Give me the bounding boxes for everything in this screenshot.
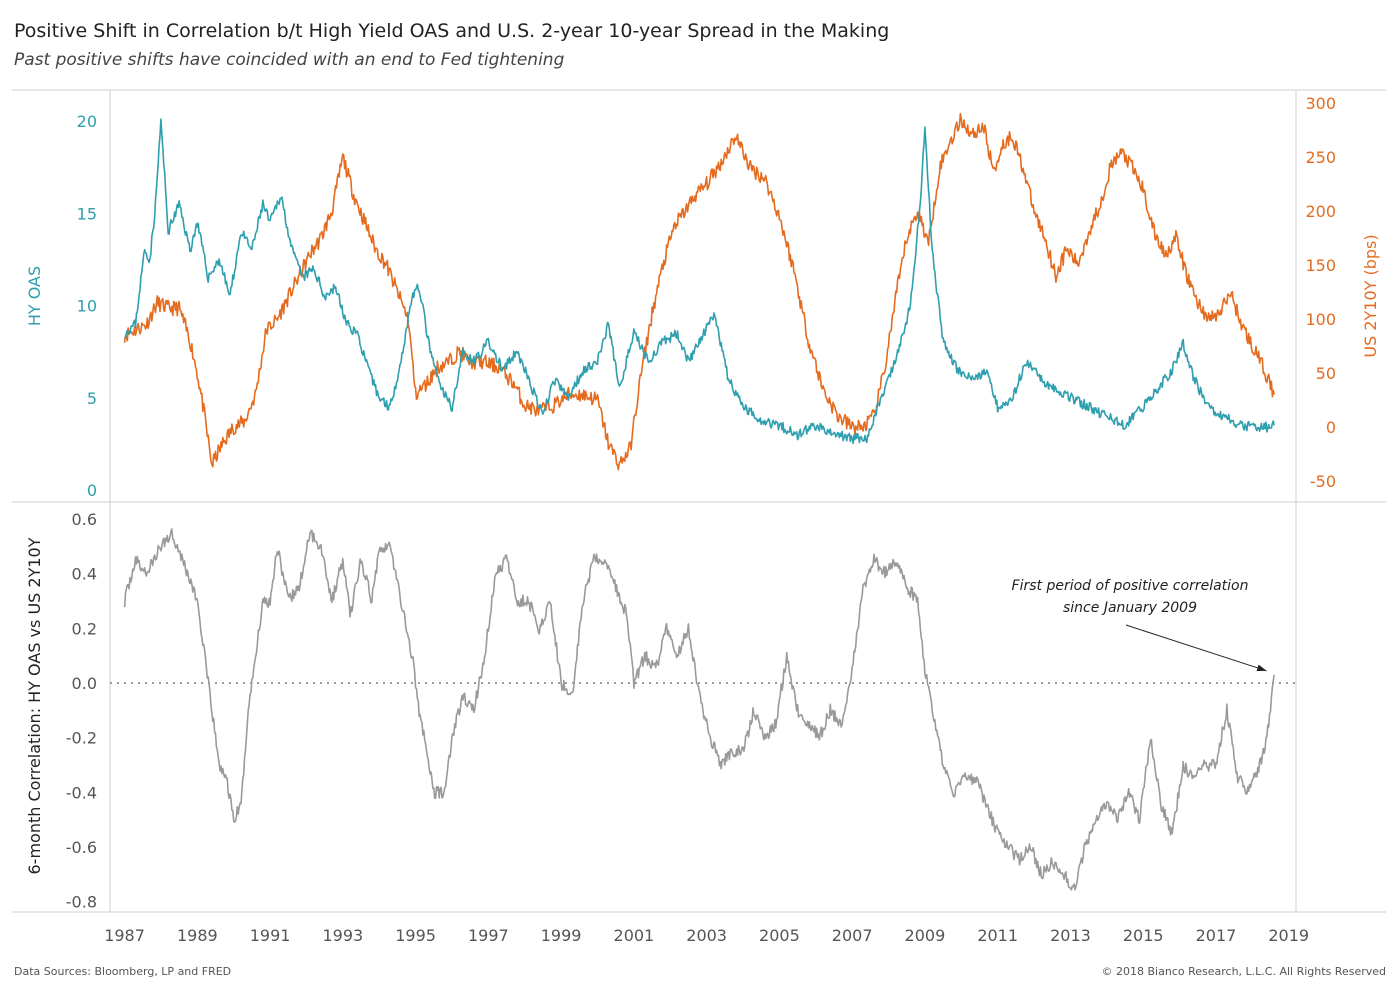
- y-axis-left-title: HY OAS: [25, 266, 44, 326]
- y-tick-right-label: 250: [1305, 148, 1336, 167]
- y-tick-left-label: 0: [87, 481, 97, 500]
- x-tick-label: 1993: [322, 926, 363, 945]
- x-tick-label: 2011: [977, 926, 1018, 945]
- x-tick-label: 1989: [177, 926, 218, 945]
- y-tick-left-label: 10: [77, 297, 97, 316]
- y-axis-title: 6-month Correlation: HY OAS vs US 2Y10Y: [25, 537, 44, 874]
- series-line-us-2y10y: [123, 112, 1275, 471]
- chart-frame: [12, 89, 1386, 913]
- copyright: © 2018 Bianco Research, L.L.C. All Right…: [1101, 965, 1386, 978]
- x-tick-label: 1991: [250, 926, 291, 945]
- x-tick-label: 2009: [905, 926, 946, 945]
- y-tick-right-label: 0: [1326, 418, 1336, 437]
- x-tick-label: 1997: [468, 926, 509, 945]
- data-sources: Data Sources: Bloomberg, LP and FRED: [14, 965, 232, 978]
- top-panel: 0 5 10 15 20 -50 0 50 100 150 200 250 300 HY OAS US 2Y…: [25, 94, 1380, 500]
- y-tick-left-label: 20: [77, 112, 97, 131]
- chart-title: Positive Shift in Correlation b/t High Y…: [14, 20, 890, 42]
- y-tick-right-label: 100: [1305, 310, 1336, 329]
- x-tick-label: 2019: [1268, 926, 1309, 945]
- x-tick-label: 1987: [104, 926, 145, 945]
- annotation-text: since January 2009: [1063, 600, 1197, 616]
- y-axis-right-title: US 2Y10Y (bps): [1361, 234, 1380, 357]
- x-tick-label: 2005: [759, 926, 800, 945]
- chart-subtitle: Past positive shifts have coincided with…: [14, 50, 565, 70]
- x-tick-label: 2015: [1123, 926, 1164, 945]
- x-tick-label: 1999: [541, 926, 582, 945]
- y-tick-left-label: 15: [77, 204, 97, 223]
- series-line-correlation: [123, 528, 1275, 891]
- x-tick-label: 2001: [614, 926, 655, 945]
- y-tick-label: 0.2: [72, 619, 97, 638]
- y-tick-right-label: 50: [1316, 364, 1336, 383]
- x-tick-label: 2007: [832, 926, 873, 945]
- bottom-panel: -0.8 -0.6 -0.4 -0.2 0.0 0.2 0.4 0.6 6-month Corr…: [25, 510, 1296, 912]
- y-tick-label: -0.6: [66, 838, 97, 857]
- x-axis: 1987 1989 1991 1993 1995 1997 1999 2001 2003 2005…: [104, 926, 1309, 945]
- annotation-arrow-head: [1256, 664, 1267, 672]
- y-tick-label: -0.4: [66, 783, 97, 802]
- y-tick-label: -0.8: [66, 893, 97, 912]
- y-tick-left-label: 5: [87, 389, 97, 408]
- annotation-arrow-line: [1125, 624, 1267, 672]
- y-tick-right-label: 300: [1305, 94, 1336, 113]
- x-tick-label: 2003: [686, 926, 727, 945]
- annotation-text: First period of positive correlation: [1012, 578, 1249, 594]
- x-tick-label: 2013: [1050, 926, 1091, 945]
- y-tick-label: 0.6: [72, 510, 97, 529]
- y-tick-right-label: 150: [1305, 256, 1336, 275]
- y-tick-label: -0.2: [66, 729, 97, 748]
- y-tick-label: 0.4: [72, 565, 97, 584]
- y-tick-right-label: -50: [1310, 472, 1336, 491]
- y-tick-right-label: 200: [1305, 202, 1336, 221]
- y-tick-label: 0.0: [72, 674, 97, 693]
- x-tick-label: 2017: [1196, 926, 1237, 945]
- series-line-hy-oas: [124, 118, 1275, 445]
- x-tick-label: 1995: [395, 926, 436, 945]
